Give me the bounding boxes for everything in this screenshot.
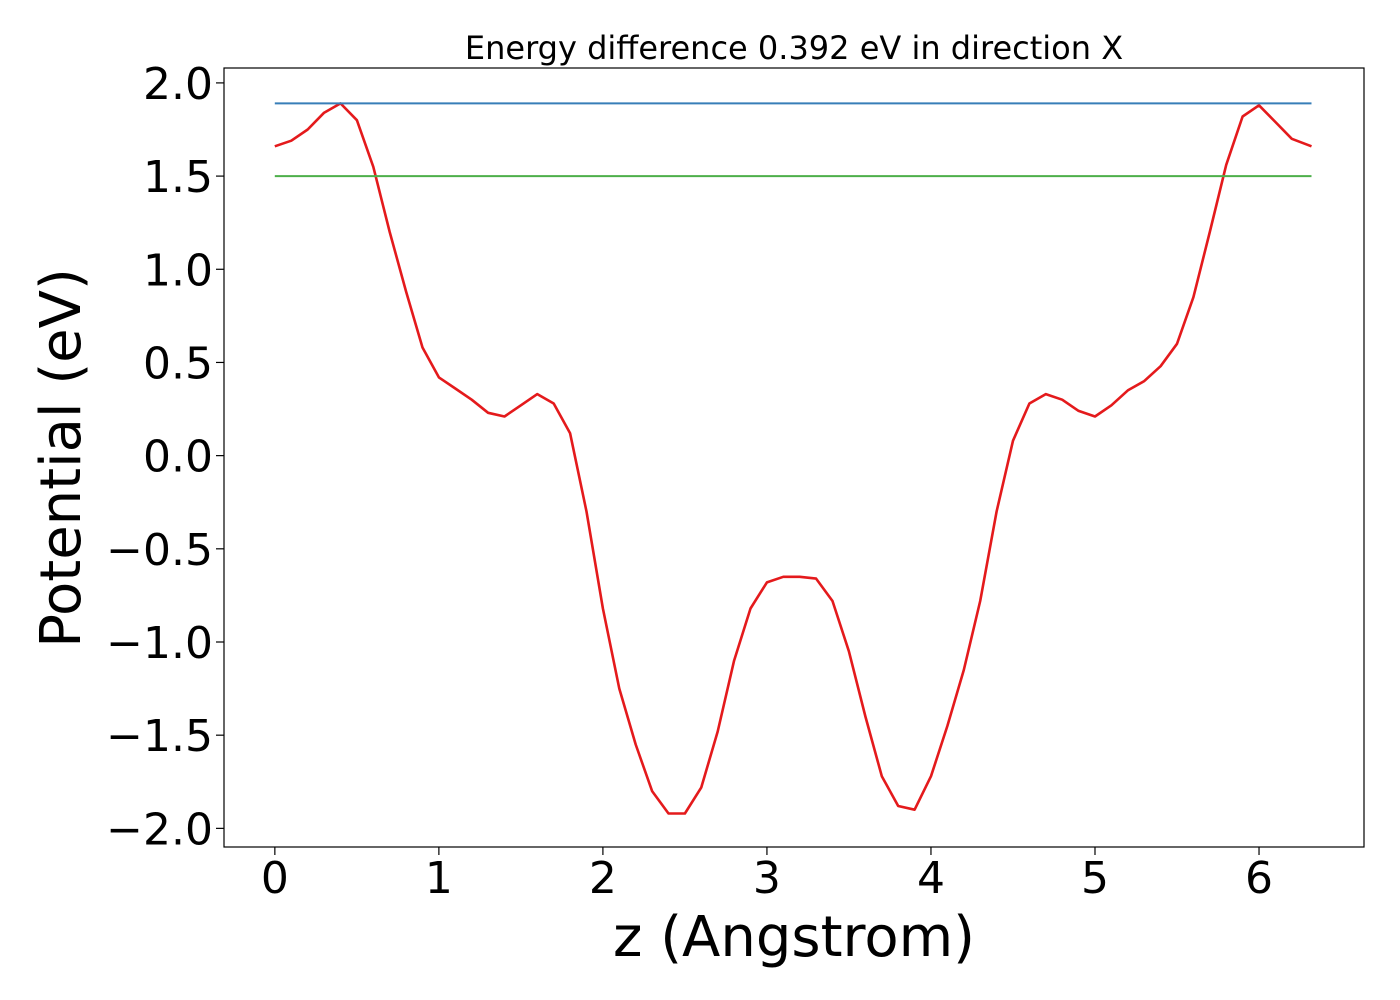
y-tick-label: 1.5 <box>143 152 213 203</box>
y-tick-label: 1.0 <box>143 245 213 296</box>
x-tick-label: 6 <box>1245 853 1273 904</box>
plot-area <box>274 102 1312 815</box>
x-tick-label: 5 <box>1081 853 1109 904</box>
y-tick-label: −1.0 <box>106 618 213 669</box>
plot-frame <box>223 67 1365 848</box>
y-tick-label: 2.0 <box>143 59 213 110</box>
chart-title: Energy difference 0.392 eV in direction … <box>465 29 1123 67</box>
x-axis-label: z (Angstrom) <box>613 905 975 970</box>
x-tick-label: 2 <box>589 853 617 904</box>
y-axis-label: Potential (eV) <box>29 268 94 648</box>
y-tick-label: −2.0 <box>106 804 213 855</box>
series-line-0 <box>274 102 1312 815</box>
axes: 0 1 2 3 4 5 6 −2.0 −1.5 −1.0 −0.5 0.0 0.5 1.0 1.5 2.0 <box>106 59 1365 904</box>
x-tick-label: 3 <box>753 853 781 904</box>
x-tick-label: 1 <box>425 853 453 904</box>
y-tick-label: −0.5 <box>106 525 213 576</box>
y-tick-label: −1.5 <box>106 711 213 762</box>
x-tick-label: 0 <box>261 853 289 904</box>
y-tick-label: 0.0 <box>143 432 213 483</box>
x-tick-label: 4 <box>917 853 945 904</box>
y-tick-label: 0.5 <box>143 338 213 389</box>
